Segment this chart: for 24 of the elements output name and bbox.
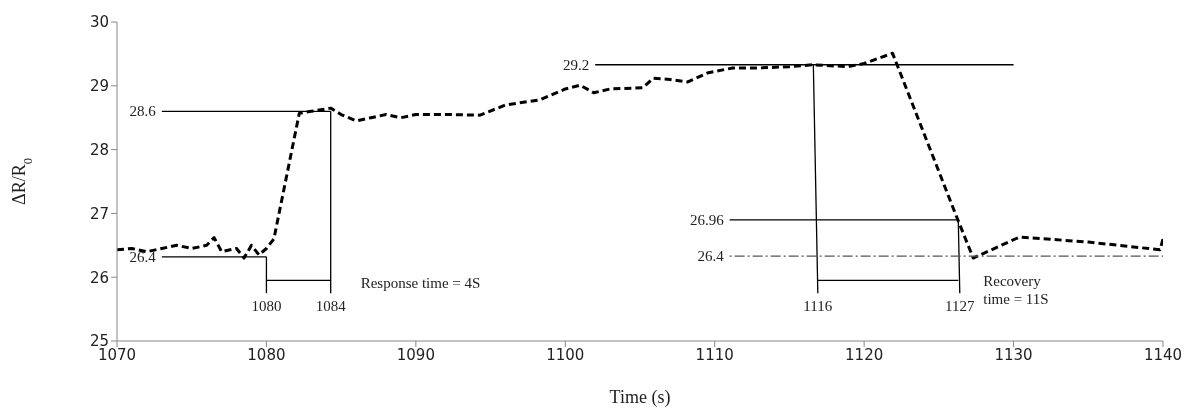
y-tick-label: 27 <box>89 204 109 223</box>
x-tick-label: 1110 <box>695 345 734 364</box>
annotation: 26.4 <box>697 248 725 265</box>
x-tick-label: 1130 <box>994 345 1033 364</box>
annotation: 26.4 <box>129 248 157 265</box>
x-tick-label: 1140 <box>1143 345 1183 364</box>
annotation: 26.96 <box>689 211 725 228</box>
x-tick-label: 1090 <box>396 345 435 364</box>
y-tick-label: 29 <box>89 77 109 96</box>
x-tick-label: 1120 <box>845 345 884 364</box>
annotation: 1080 <box>251 298 282 315</box>
annotation: 1116 <box>803 298 833 315</box>
x-tick-label: 1100 <box>546 345 585 364</box>
annotation: Response time = 4S <box>360 275 481 292</box>
y-tick-label: 28 <box>89 140 109 159</box>
x-tick-label: 1080 <box>247 345 286 364</box>
annotation: 1084 <box>315 298 347 315</box>
annotation: 28.6 <box>129 103 157 120</box>
x-axis-title: Time (s) <box>609 387 671 408</box>
annotation: Recovery time = 11S <box>983 273 1049 308</box>
annotation: 1127 <box>945 298 975 315</box>
y-tick-label: 26 <box>89 268 109 287</box>
y-tick-label: 30 <box>89 13 109 32</box>
annotation: 29.2 <box>562 56 590 73</box>
